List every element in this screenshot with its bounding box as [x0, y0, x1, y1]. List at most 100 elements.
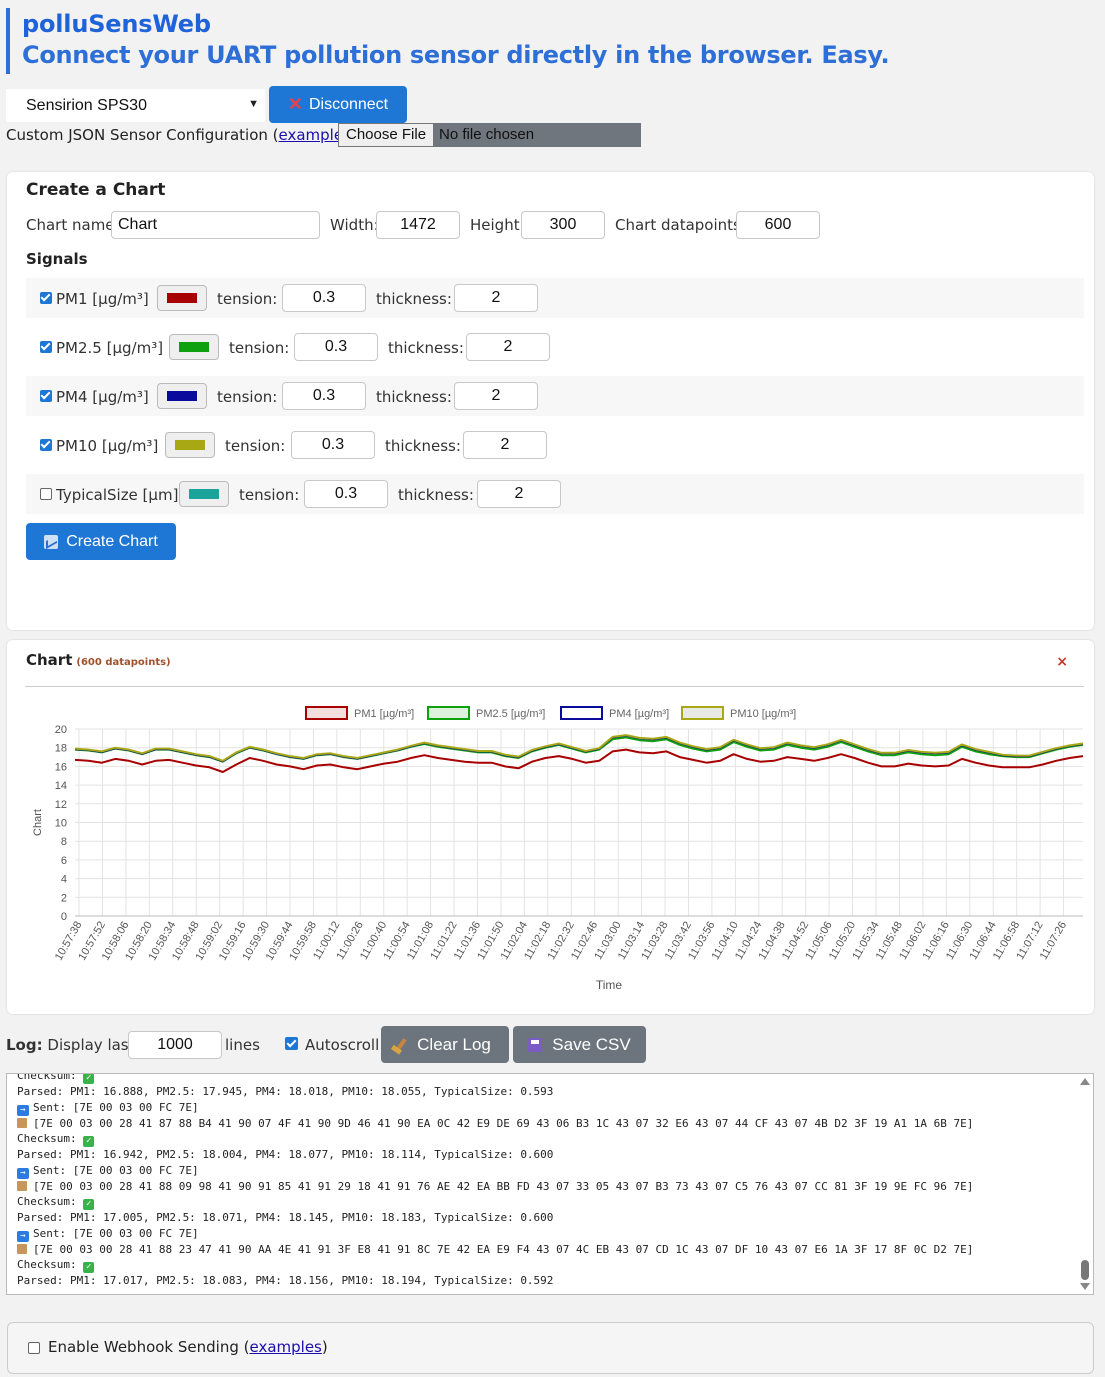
signal-row: TypicalSize [µm] tension: 0.3 thickness:… — [26, 474, 1084, 514]
legend-swatch — [305, 706, 348, 720]
y-tick-label: 20 — [55, 724, 67, 736]
log-line: [7E 00 03 00 28 41 88 23 47 41 90 AA 4E … — [17, 1242, 973, 1258]
chevron-down-icon: ▼ — [248, 98, 259, 110]
signal-color-picker[interactable] — [157, 285, 207, 311]
y-tick-label: 14 — [55, 780, 67, 792]
log-line: Parsed: PM1: 17.005, PM2.5: 18.071, PM4:… — [17, 1210, 973, 1226]
thickness-input[interactable]: 2 — [463, 431, 547, 459]
log-line: Parsed: PM1: 16.942, PM2.5: 18.004, PM4:… — [17, 1147, 973, 1163]
legend-label: PM2.5 [µg/m³] — [476, 708, 545, 720]
save-csv-button[interactable]: Save CSV — [513, 1026, 646, 1063]
line-chart: 0246810121416182010:57:3810:57:5210:58:0… — [32, 706, 1084, 992]
legend-label: PM10 [µg/m³] — [730, 708, 796, 720]
examples-link[interactable]: examples — [249, 1338, 322, 1356]
log-line-text: Checksum: — [17, 1132, 84, 1145]
chart-datapoints-badge: (600 datapoints) — [76, 657, 171, 668]
chart-panel-title: Chart (600 datapoints) — [26, 651, 171, 669]
thickness-input[interactable]: 2 — [466, 333, 550, 361]
create-chart-button[interactable]: Create Chart — [26, 523, 176, 560]
divider — [25, 686, 1084, 687]
package-icon — [17, 1117, 27, 1128]
close-chart-button[interactable]: × — [1056, 654, 1068, 670]
signal-label: PM2.5 [µg/m³] — [56, 339, 164, 357]
autoscroll-checkbox[interactable] — [285, 1037, 298, 1050]
signal-checkbox[interactable] — [40, 341, 52, 353]
webhook-checkbox[interactable] — [28, 1342, 40, 1354]
log-line: [7E 00 03 00 28 41 88 09 98 41 90 91 85 … — [17, 1179, 973, 1195]
width-input[interactable]: 1472 — [376, 211, 460, 239]
thickness-input[interactable]: 2 — [454, 284, 538, 312]
log-toolbar: Log: Display last 1000 lines Autoscroll … — [6, 1025, 1101, 1063]
log-label: Log: Display last — [6, 1035, 135, 1055]
signal-checkbox[interactable] — [40, 292, 52, 304]
thickness-input[interactable]: 2 — [454, 382, 538, 410]
tension-label: tension: — [217, 388, 278, 406]
signal-row: PM10 [µg/m³] tension: 0.3 thickness: 2 — [26, 425, 1084, 465]
datapoints-input[interactable]: 600 — [736, 211, 820, 239]
example-link[interactable]: example — [278, 126, 344, 144]
tension-input[interactable]: 0.3 — [282, 284, 366, 312]
sensor-select[interactable]: Sensirion SPS30 ▼ — [6, 89, 265, 122]
log-line: Parsed: PM1: 17.017, PM2.5: 18.083, PM4:… — [17, 1273, 973, 1289]
scroll-thumb[interactable] — [1081, 1260, 1089, 1280]
tension-input[interactable]: 0.3 — [282, 382, 366, 410]
chart-name-input[interactable]: Chart — [111, 211, 320, 239]
signal-color-picker[interactable] — [157, 383, 207, 409]
log-label-bold: Log: — [6, 1036, 43, 1054]
log-line-text: [7E 00 03 00 28 41 88 09 98 41 90 91 85 … — [33, 1179, 974, 1193]
signal-label: PM1 [µg/m³] — [56, 290, 149, 308]
signal-checkbox[interactable] — [40, 488, 52, 500]
height-input[interactable]: 300 — [521, 211, 605, 239]
signal-color-picker[interactable] — [179, 481, 229, 507]
signal-label: TypicalSize [µm] — [56, 486, 179, 504]
tension-label: tension: — [217, 290, 278, 308]
thickness-label: thickness: — [376, 290, 452, 308]
log-line: Checksum: ✓ — [17, 1194, 973, 1210]
log-output[interactable]: Checksum: ✓ Parsed: PM1: 16.888, PM2.5: 1… — [6, 1073, 1094, 1295]
log-line: [7E 00 03 00 28 41 87 88 B4 41 90 07 4F … — [17, 1116, 973, 1132]
log-scrollbar[interactable] — [1077, 1074, 1093, 1294]
file-input[interactable]: Choose File No file chosen — [338, 123, 641, 147]
log-line-text: [7E 00 03 00 28 41 88 23 47 41 90 AA 4E … — [33, 1242, 974, 1256]
signal-color-picker[interactable] — [169, 334, 219, 360]
log-line: → Sent: [7E 00 03 00 FC 7E] — [17, 1100, 973, 1116]
chart-icon — [44, 534, 59, 549]
log-line-text: Parsed: PM1: 16.888, PM2.5: 17.945, PM4:… — [17, 1085, 554, 1098]
legend-label: PM1 [µg/m³] — [354, 708, 414, 720]
tension-input[interactable]: 0.3 — [291, 431, 375, 459]
signal-row: PM4 [µg/m³] tension: 0.3 thickness: 2 — [26, 376, 1084, 416]
check-icon: ✓ — [83, 1262, 95, 1273]
chart-name-label: Chart name: — [26, 216, 120, 234]
autoscroll-label: Autoscroll — [305, 1036, 380, 1054]
clear-log-button[interactable]: Clear Log — [381, 1026, 509, 1063]
color-swatch — [167, 391, 197, 401]
arrow-right-icon: → — [17, 1230, 29, 1242]
series-line — [74, 734, 1084, 762]
disconnect-button[interactable]: ✕ Disconnect — [269, 86, 407, 123]
datapoints-label: Chart datapoints: — [615, 216, 746, 234]
tension-input[interactable]: 0.3 — [294, 333, 378, 361]
arrow-right-icon: → — [17, 1104, 29, 1116]
scroll-down-icon[interactable] — [1080, 1283, 1090, 1290]
signal-color-picker[interactable] — [165, 432, 215, 458]
choose-file-button[interactable]: Choose File — [338, 123, 435, 147]
close-icon: ✕ — [287, 94, 303, 114]
log-line: Checksum: ✓ — [17, 1074, 973, 1084]
legend-swatch — [681, 706, 724, 720]
log-line-text: Parsed: PM1: 17.005, PM2.5: 18.071, PM4:… — [17, 1211, 554, 1224]
tension-input[interactable]: 0.3 — [304, 480, 388, 508]
signal-checkbox[interactable] — [40, 439, 52, 451]
signal-checkbox[interactable] — [40, 390, 52, 402]
chart-title-text: Chart — [26, 651, 73, 669]
log-lines-input[interactable]: 1000 — [128, 1031, 222, 1059]
y-tick-label: 10 — [55, 818, 67, 830]
log-line-text: Sent: [7E 00 03 00 FC 7E] — [33, 1226, 199, 1240]
thickness-input[interactable]: 2 — [477, 480, 561, 508]
width-label: Width: — [330, 216, 379, 234]
scroll-up-icon[interactable] — [1080, 1078, 1090, 1085]
create-chart-title: Create a Chart — [26, 180, 166, 200]
check-icon: ✓ — [83, 1074, 95, 1084]
thickness-label: thickness: — [388, 339, 464, 357]
log-line-text: Checksum: — [17, 1195, 84, 1208]
series-line — [74, 748, 1084, 773]
